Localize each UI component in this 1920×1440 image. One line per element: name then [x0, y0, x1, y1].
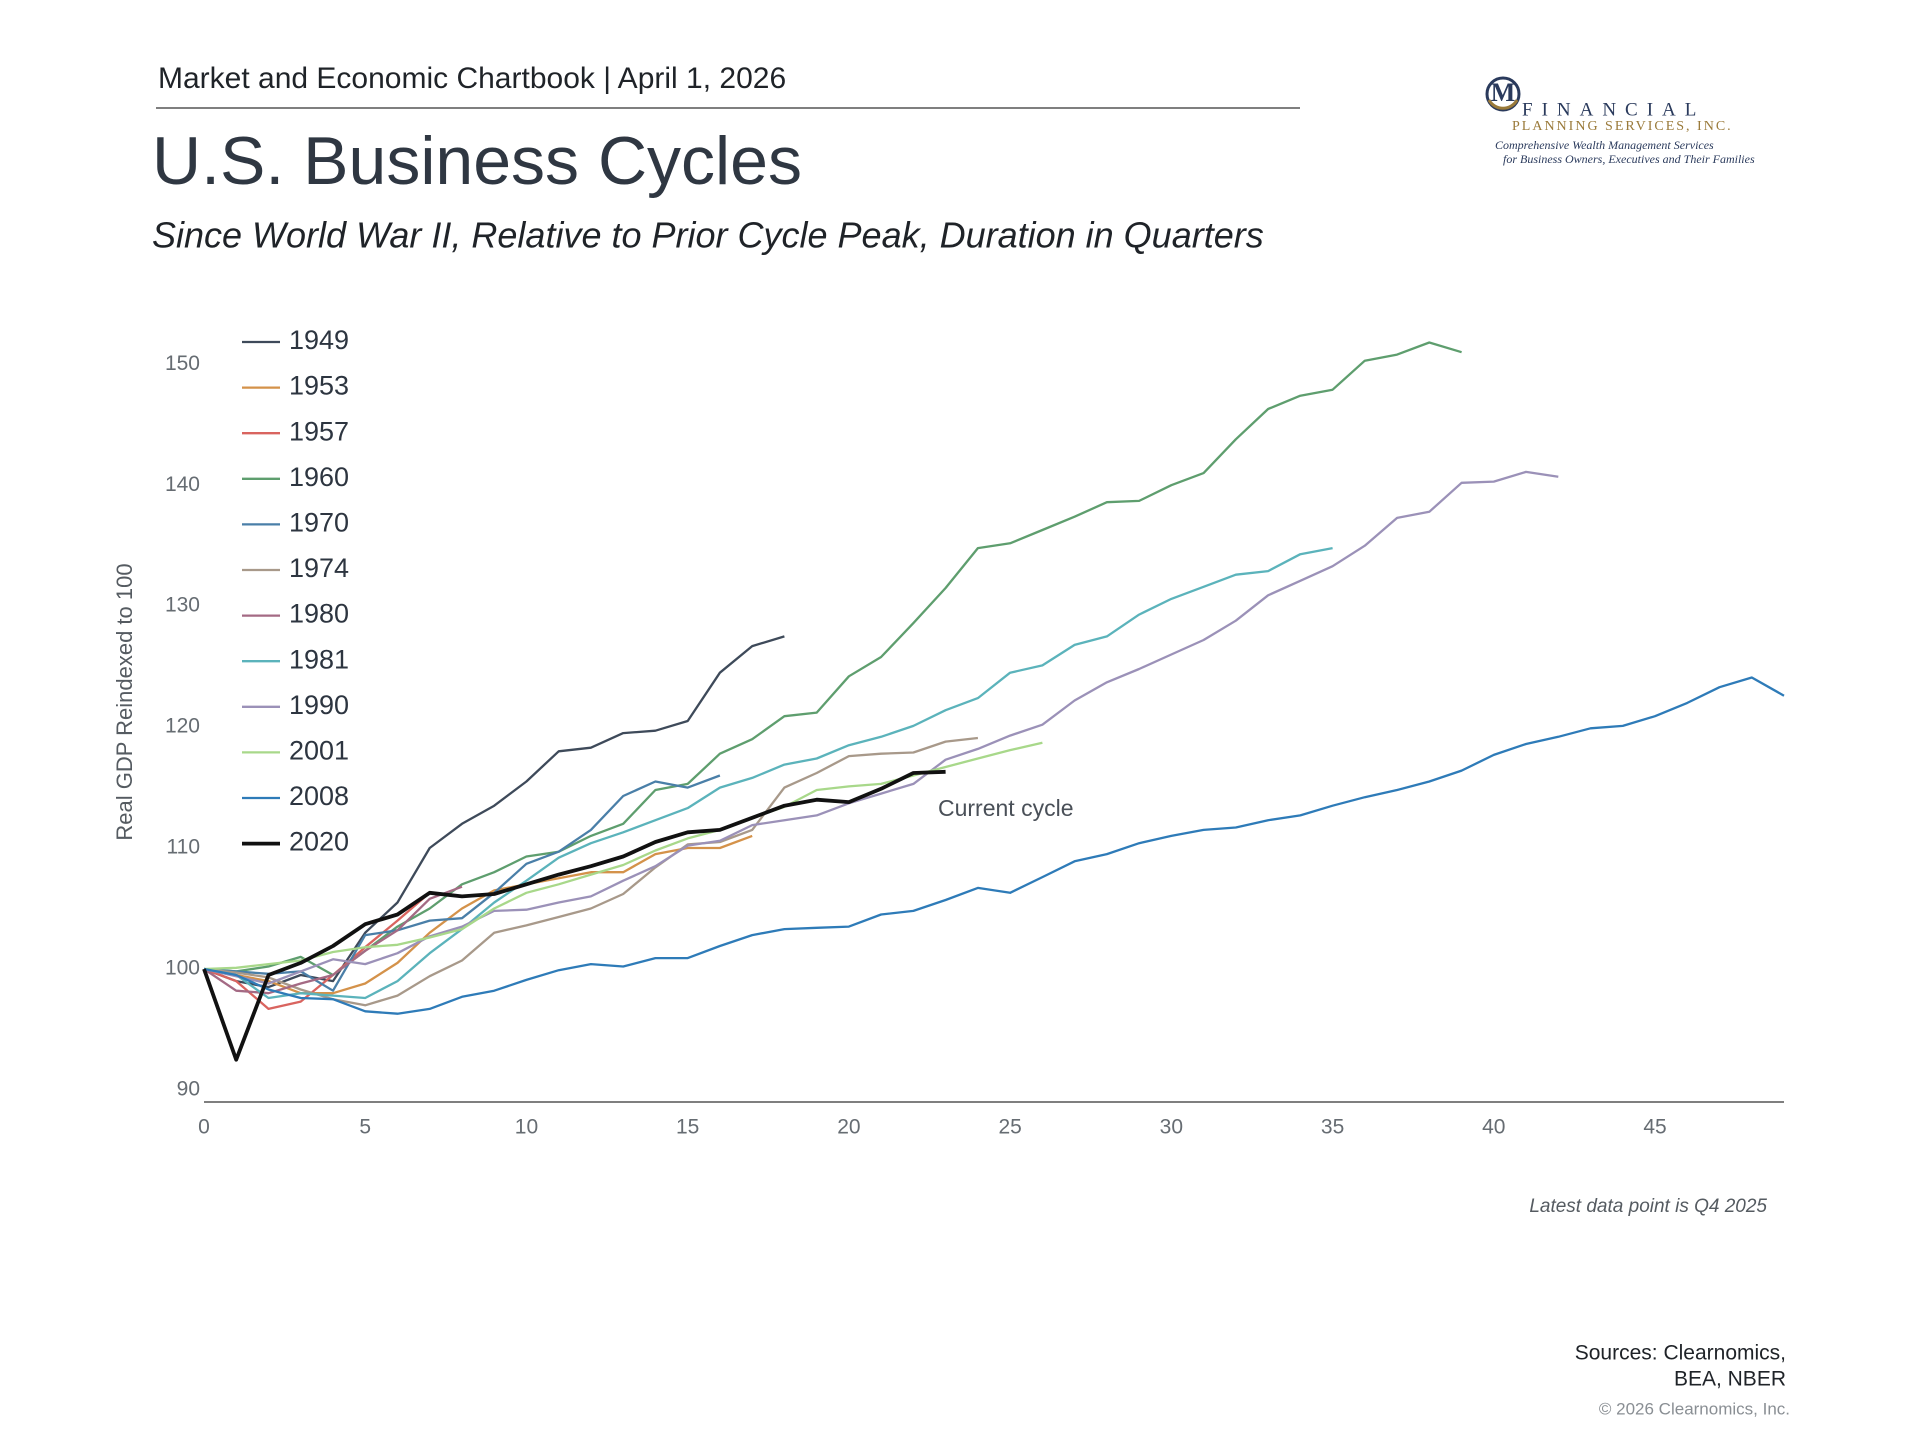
legend-label: 1974 [289, 553, 349, 583]
logo-tagline: Comprehensive Wealth Management Services [1495, 138, 1714, 152]
legend-label: 1990 [289, 690, 349, 720]
legend-label: 1953 [289, 371, 349, 401]
annotation: Current cycle [938, 795, 1073, 821]
logo: M FINANCIAL PLANNING SERVICES, INC. Comp… [1485, 76, 1755, 166]
y-tick-label: 150 [165, 352, 200, 375]
series-line [203, 546, 1333, 1000]
note: Latest data point is Q4 2025 [1529, 1196, 1767, 1217]
legend-label: 2008 [289, 781, 349, 811]
x-tick-label: 0 [198, 1116, 210, 1139]
logo-arc [1487, 99, 1519, 110]
chart-title: U.S. Business Cycles [152, 123, 802, 199]
series-line [203, 885, 463, 995]
series-line [203, 676, 1785, 1015]
legend-label: 1970 [289, 508, 349, 538]
x-tick-label: 40 [1482, 1116, 1505, 1139]
legend-label: 1957 [289, 416, 349, 446]
sources: Sources: Clearnomics, [1575, 1342, 1786, 1365]
logo-mark: M [1491, 78, 1516, 107]
x-tick-label: 15 [676, 1116, 699, 1139]
legend-label: 1960 [289, 462, 349, 492]
x-tick-label: 10 [515, 1116, 538, 1139]
y-tick-label: 140 [165, 473, 200, 496]
series-line [202, 769, 946, 1062]
y-tick-label: 120 [165, 715, 200, 738]
x-tick-label: 45 [1643, 1116, 1666, 1139]
legend-label: 1980 [289, 599, 349, 629]
y-tick-label: 100 [165, 957, 200, 980]
y-tick-label: 110 [167, 836, 200, 859]
series-line [203, 470, 1559, 985]
copyright: © 2026 Clearnomics, Inc. [1599, 1399, 1790, 1418]
series-line [203, 341, 1462, 977]
series-line [203, 635, 785, 989]
logo-subname: PLANNING SERVICES, INC. [1512, 119, 1733, 134]
legend-label: 1949 [289, 325, 349, 355]
x-tick-label: 20 [837, 1116, 860, 1139]
plot-area: 90 100 110 120 130 140 150 0 5 10 15 20 25 30 35 40 45 19… [165, 325, 1785, 1139]
legend-label: 2020 [289, 827, 349, 857]
legend-label: 2001 [289, 736, 349, 766]
x-tick-label: 35 [1321, 1116, 1344, 1139]
sources: BEA, NBER [1674, 1368, 1786, 1391]
x-tick-label: 5 [359, 1116, 371, 1139]
header: Market and Economic Chartbook | April 1,… [158, 62, 786, 95]
x-tick-label: 30 [1160, 1116, 1183, 1139]
logo-tagline: for Business Owners, Executives and Thei… [1503, 152, 1755, 166]
logo-name: FINANCIAL [1522, 99, 1705, 120]
series-line [203, 891, 431, 1011]
series-line [203, 774, 721, 992]
y-tick-label: 130 [165, 594, 200, 617]
x-tick-label: 25 [998, 1116, 1021, 1139]
y-tick-label: 90 [177, 1077, 200, 1100]
legend-label: 1981 [289, 644, 349, 674]
chart-subtitle: Since World War II, Relative to Prior Cy… [152, 215, 1264, 256]
series-line [203, 834, 753, 995]
y-axis-label: Real GDP Reindexed to 100 [112, 563, 137, 840]
logo-ring [1485, 76, 1521, 112]
